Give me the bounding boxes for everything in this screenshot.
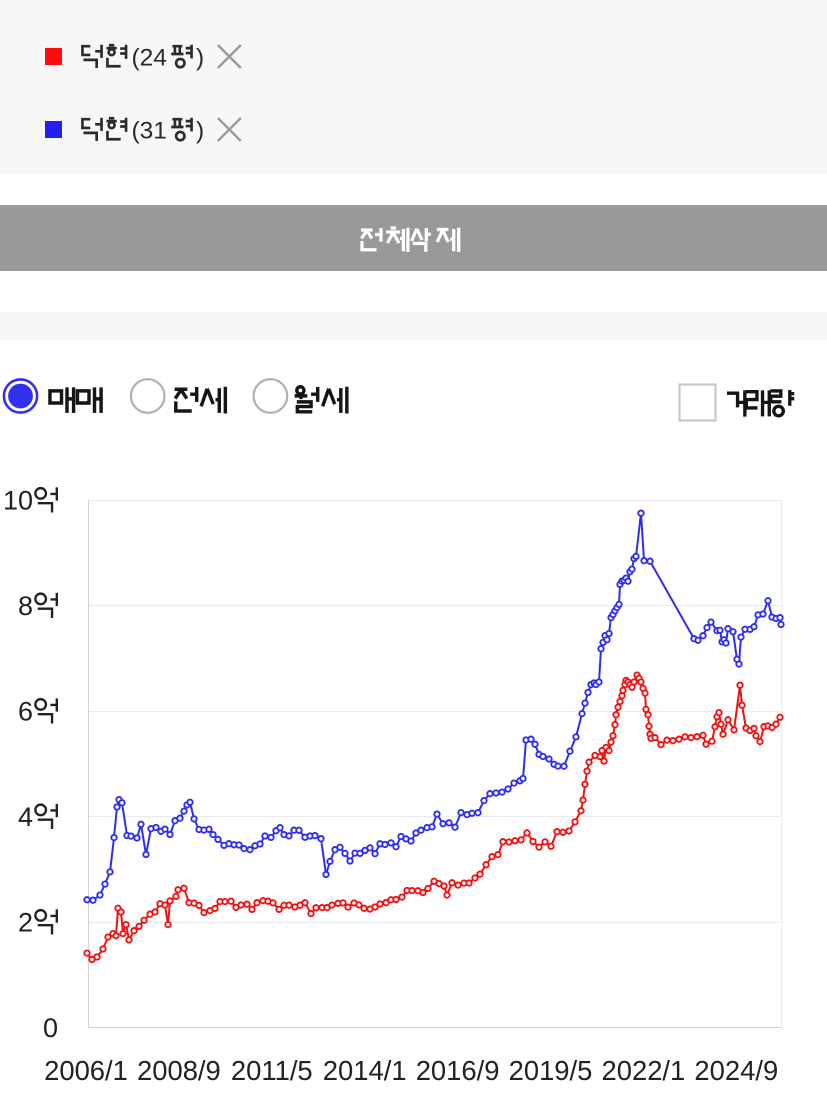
svg-text:0: 0 (43, 1013, 58, 1043)
svg-text:8: 8 (18, 591, 33, 621)
svg-text:2016/9: 2016/9 (416, 1055, 500, 1086)
svg-text:2019/5: 2019/5 (509, 1055, 593, 1086)
svg-text:2: 2 (18, 908, 33, 938)
svg-text:2022/1: 2022/1 (602, 1055, 686, 1086)
svg-text:(31: (31 (132, 118, 167, 145)
svg-text:4: 4 (18, 802, 33, 832)
svg-text:2014/1: 2014/1 (323, 1055, 407, 1086)
svg-text:10: 10 (3, 486, 33, 516)
svg-text:): ) (196, 45, 204, 72)
svg-text:): ) (196, 118, 204, 145)
svg-text:(24: (24 (132, 45, 167, 72)
svg-text:2011/5: 2011/5 (231, 1055, 313, 1086)
svg-text:2006/1: 2006/1 (44, 1055, 128, 1086)
svg-text:6: 6 (18, 697, 33, 727)
svg-text:2008/9: 2008/9 (137, 1055, 221, 1086)
svg-text:2024/9: 2024/9 (694, 1055, 778, 1086)
